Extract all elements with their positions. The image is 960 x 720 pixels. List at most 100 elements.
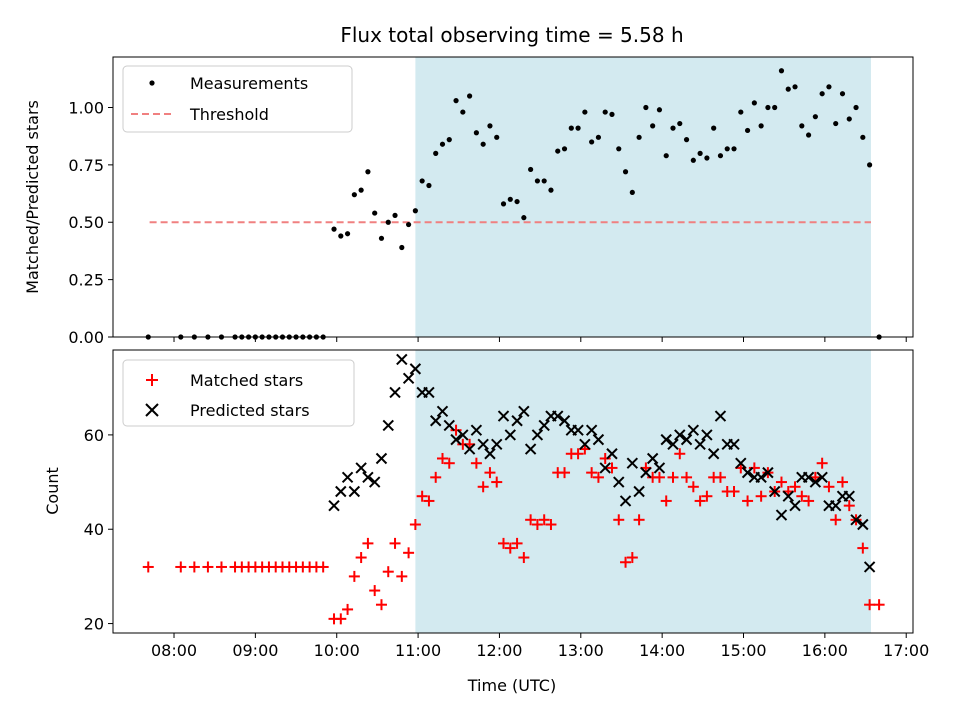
matched-stars-point	[375, 599, 387, 611]
measurement-point	[744, 127, 751, 134]
predicted-stars-point	[660, 433, 672, 446]
matched-stars-point	[215, 561, 227, 573]
matched-stars-point	[491, 476, 503, 488]
x-tick-label: 09:00	[232, 641, 278, 660]
matched-stars-point	[477, 481, 489, 493]
measurement-point	[433, 150, 439, 156]
matched-stars-point	[606, 462, 618, 474]
matched-stars-point	[403, 547, 415, 559]
matched-stars-point	[836, 476, 848, 488]
measurement-point	[480, 141, 486, 147]
predicted-stars-point	[613, 476, 625, 488]
measurement-point	[778, 68, 785, 74]
matched-stars-point	[592, 471, 604, 483]
measurement-point	[534, 178, 541, 184]
measurement-point	[785, 86, 791, 92]
legend-label-threshold: Threshold	[189, 105, 269, 124]
matched-stars-point	[789, 481, 801, 493]
measurement-point	[439, 141, 446, 147]
measurement-point	[521, 215, 527, 221]
y-tick-label: 0.25	[68, 271, 104, 290]
measurement-point	[487, 123, 493, 129]
measurement-point	[833, 120, 839, 127]
measurement-point	[616, 146, 622, 152]
measurement-point	[372, 210, 378, 216]
predicted-stars-layer	[328, 353, 876, 573]
matched-stars-point	[816, 457, 828, 469]
measurement-point	[846, 116, 852, 122]
matched-stars-point	[409, 519, 421, 531]
bottom-legend: Matched stars Predicted stars	[122, 359, 355, 427]
matched-stars-point	[443, 457, 455, 469]
matched-stars-point	[342, 603, 354, 615]
measurement-point	[378, 235, 385, 241]
matched-stars-point	[775, 476, 787, 488]
x-tick-label: 11:00	[395, 641, 441, 660]
measurement-point	[392, 212, 398, 218]
matched-stars-point	[660, 495, 672, 507]
top-y-axis-label: Matched/Predicted stars	[23, 100, 42, 294]
predicted-stars-point	[728, 438, 740, 451]
predicted-stars-point	[362, 471, 374, 484]
measurement-point	[711, 125, 717, 131]
bottom-panel: 20 40 60 08:00 09:00 10:00 11:00 12:00 13:00 14:…	[43, 349, 929, 695]
measurement-point	[717, 153, 724, 159]
predicted-stars-point	[789, 499, 801, 512]
measurement-point	[670, 125, 676, 131]
measurement-point	[853, 104, 859, 111]
measurement-point	[772, 104, 778, 111]
measurement-point	[595, 134, 602, 140]
measurement-point	[805, 132, 812, 138]
measurement-point	[426, 182, 432, 189]
predicted-stars-point	[552, 410, 564, 422]
predicted-stars-point	[470, 424, 483, 436]
predicted-stars-point	[667, 438, 679, 451]
predicted-stars-point	[735, 457, 747, 469]
matched-stars-point	[450, 424, 462, 436]
matched-stars-point	[728, 486, 740, 497]
matched-stars-point	[796, 490, 808, 502]
top-legend-box	[122, 65, 353, 133]
measurement-point	[765, 104, 771, 111]
measurement-point	[575, 125, 581, 131]
measurement-point	[548, 187, 554, 193]
measurement-point	[758, 123, 764, 129]
measurement-point	[358, 187, 364, 193]
top-y-axis-ticks: 0.00 0.25 0.50 0.75 1.00	[68, 98, 113, 347]
matched-stars-point	[755, 490, 767, 502]
measurement-point	[799, 123, 805, 129]
matched-stars-point	[416, 490, 428, 502]
measurement-point	[344, 231, 351, 237]
top-panel: Flux total observing time = 5.58 h 0.000…	[23, 23, 914, 347]
matched-stars-point	[317, 561, 329, 573]
matched-stars-point	[142, 561, 154, 573]
matched-stars-point	[470, 457, 482, 469]
predicted-stars-point	[484, 448, 496, 460]
predicted-stars-point	[504, 429, 516, 441]
bottom-axes-frame	[112, 349, 914, 634]
predicted-stars-point	[640, 466, 652, 479]
observing-window-shading	[415, 57, 871, 337]
measurement-point	[589, 139, 595, 145]
predicted-stars-point	[341, 471, 354, 484]
predicted-stars-point	[355, 462, 367, 474]
predicted-stars-point	[443, 419, 455, 432]
matched-stars-point	[701, 490, 713, 502]
matched-stars-point	[531, 519, 543, 531]
legend-marker-matched	[146, 374, 158, 386]
predicted-stars-point	[409, 363, 422, 375]
matched-stars-point	[803, 495, 815, 507]
matched-stars-point	[188, 561, 200, 573]
predicted-stars-point	[830, 499, 842, 512]
measurement-point	[446, 137, 452, 143]
measurement-point	[609, 111, 615, 117]
matched-stars-point	[687, 481, 699, 493]
predicted-stars-point	[430, 415, 442, 427]
measurement-point	[460, 109, 466, 115]
predicted-stars-point	[762, 466, 774, 479]
predicted-stars-point	[850, 514, 862, 526]
measurement-point	[494, 134, 500, 140]
y-tick-label: 60	[84, 426, 104, 445]
y-tick-label: 0.75	[68, 156, 104, 175]
predicted-stars-point	[701, 429, 713, 441]
